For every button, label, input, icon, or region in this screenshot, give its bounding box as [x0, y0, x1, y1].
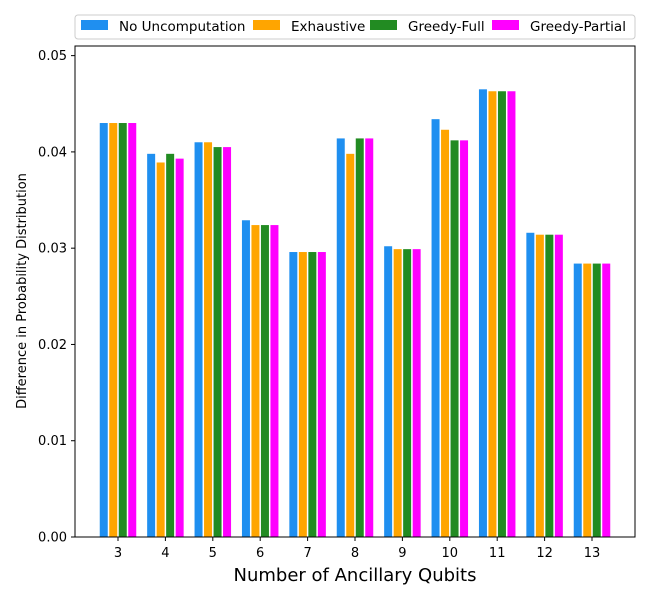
bar-no-uncomputation-12 [526, 232, 535, 537]
bar-greedy-partial-12 [554, 234, 563, 537]
bar-no-uncomputation-8 [336, 138, 345, 538]
bar-greedy-partial-9 [412, 249, 421, 537]
legend-swatch [370, 20, 397, 30]
x-tick-label: 7 [303, 546, 311, 561]
bar-no-uncomputation-11 [478, 89, 487, 537]
bar-exhaustive-7 [298, 252, 307, 537]
bar-exhaustive-9 [393, 249, 402, 537]
bar-greedy-full-12 [545, 234, 554, 537]
x-tick-label: 3 [114, 546, 122, 561]
bar-greedy-full-13 [592, 263, 601, 537]
x-tick-label: 6 [256, 546, 264, 561]
y-tick-label: 0.05 [38, 49, 67, 64]
y-tick-label: 0.04 [38, 145, 67, 160]
legend-label: No Uncomputation [119, 19, 245, 35]
legend-label: Greedy-Partial [530, 19, 626, 35]
bar-greedy-full-3 [118, 123, 127, 538]
x-tick-label: 12 [536, 546, 553, 561]
bar-no-uncomputation-10 [431, 119, 440, 538]
y-tick-label: 0.00 [38, 531, 67, 546]
bars-layer [99, 89, 611, 538]
bar-greedy-partial-4 [175, 158, 184, 537]
bar-exhaustive-6 [251, 225, 260, 537]
bar-greedy-partial-8 [365, 138, 374, 538]
bar-greedy-full-10 [450, 140, 459, 537]
x-tick-label: 4 [161, 546, 169, 561]
bar-greedy-full-4 [166, 153, 175, 537]
legend-swatch [253, 20, 280, 30]
bar-no-uncomputation-3 [99, 123, 108, 538]
bar-no-uncomputation-4 [147, 153, 156, 537]
y-tick-label: 0.02 [38, 338, 67, 353]
bar-greedy-full-9 [403, 249, 412, 537]
bar-exhaustive-8 [346, 153, 355, 537]
bar-greedy-full-11 [497, 91, 506, 537]
x-axis-label: Number of Ancillary Qubits [234, 565, 477, 586]
y-axis-label: Difference in Probability Distribution [15, 173, 30, 409]
bar-greedy-partial-11 [507, 91, 516, 537]
legend: No Uncomputation Exhaustive Greedy-Full Gre… [74, 14, 636, 40]
y-tick-label: 0.03 [38, 242, 67, 257]
bar-exhaustive-13 [583, 263, 592, 537]
x-tick-label: 11 [489, 546, 506, 561]
bar-exhaustive-11 [488, 91, 497, 537]
x-tick-label: 8 [351, 546, 359, 561]
x-tick-label: 9 [398, 546, 406, 561]
bar-exhaustive-4 [156, 162, 165, 538]
bar-no-uncomputation-7 [289, 252, 298, 537]
bar-greedy-partial-13 [602, 263, 611, 537]
bar-no-uncomputation-5 [194, 142, 203, 537]
x-axis: 3 4 5 6 7 8 9 10 11 12 13 [114, 537, 600, 561]
bar-exhaustive-3 [109, 123, 118, 538]
x-tick-label: 13 [584, 546, 601, 561]
legend-swatch [492, 20, 519, 30]
bar-greedy-partial-7 [317, 252, 326, 537]
bar-exhaustive-12 [535, 234, 544, 537]
bar-no-uncomputation-13 [573, 263, 582, 537]
legend-swatch [81, 20, 108, 30]
bar-no-uncomputation-9 [384, 246, 393, 537]
bar-greedy-full-5 [213, 147, 222, 537]
bar-greedy-full-6 [260, 225, 269, 537]
bar-greedy-partial-3 [128, 123, 137, 538]
bar-greedy-partial-6 [270, 225, 279, 537]
bar-exhaustive-5 [204, 142, 213, 537]
legend-label: Exhaustive [291, 19, 365, 35]
x-tick-label: 10 [442, 546, 459, 561]
bar-greedy-full-7 [308, 252, 317, 537]
bar-no-uncomputation-6 [241, 220, 250, 537]
bar-greedy-partial-10 [460, 140, 469, 537]
bar-greedy-full-8 [355, 138, 364, 538]
legend-label: Greedy-Full [408, 19, 485, 35]
bar-exhaustive-10 [441, 129, 450, 537]
y-tick-label: 0.01 [38, 434, 67, 449]
y-axis: 0.00 0.01 0.02 0.03 0.04 0.05 [38, 49, 75, 546]
x-tick-label: 5 [209, 546, 217, 561]
bar-greedy-partial-5 [223, 147, 232, 537]
